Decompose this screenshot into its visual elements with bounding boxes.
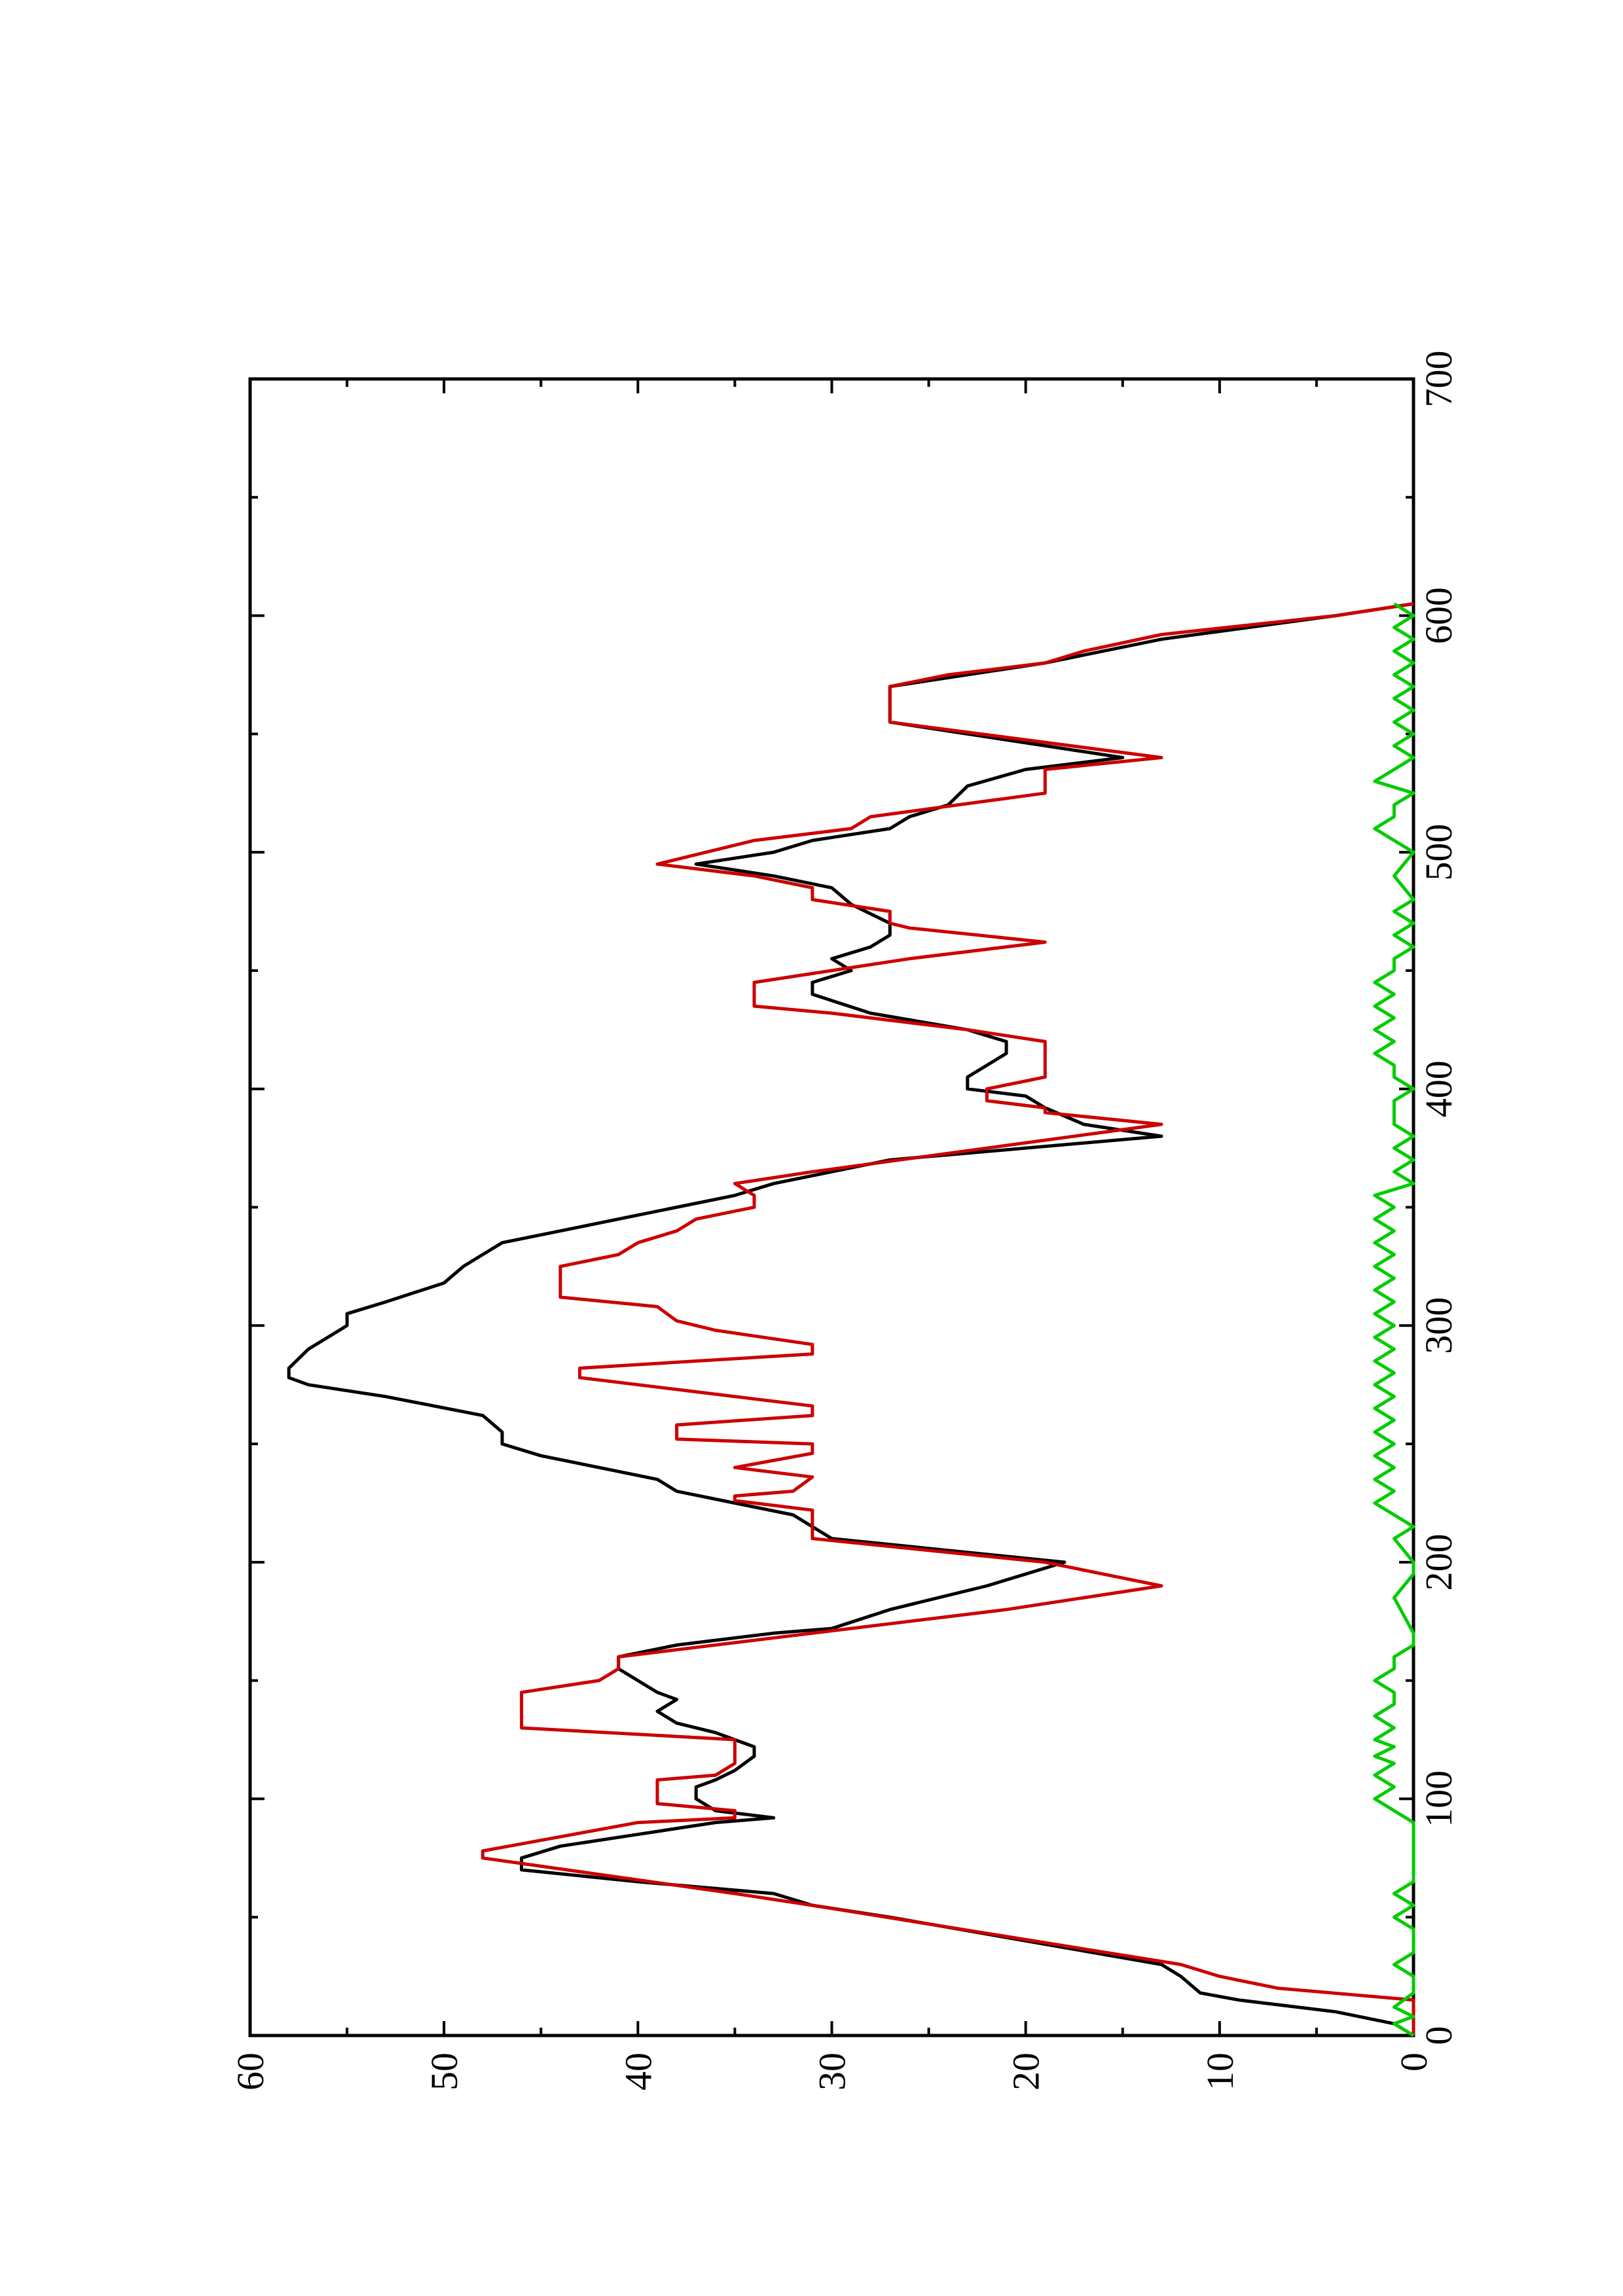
x-tick-label: 500 bbox=[1417, 824, 1460, 881]
series-line-3 bbox=[1373, 602, 1415, 2037]
y-tick-label: 60 bbox=[229, 2053, 272, 2090]
data-series bbox=[287, 602, 1415, 2037]
y-tick-label: 20 bbox=[1005, 2053, 1048, 2090]
y-tick-label: 0 bbox=[1393, 2053, 1435, 2072]
y-tick-label: 50 bbox=[423, 2053, 465, 2090]
x-tick-label: 0 bbox=[1417, 2026, 1460, 2045]
series-line-2 bbox=[481, 602, 1415, 2036]
y-tick-label: 10 bbox=[1199, 2053, 1241, 2090]
series-line-1 bbox=[287, 602, 1415, 2037]
axis-tick-labels: 0 100 200 300 400 500 600 700 0 10 20 30 40 50 60 bbox=[229, 351, 1460, 2091]
x-tick-label: 400 bbox=[1417, 1060, 1460, 1117]
axis-ticks bbox=[249, 378, 1415, 2037]
y-tick-label: 30 bbox=[811, 2053, 854, 2090]
x-tick-label: 200 bbox=[1417, 1534, 1460, 1590]
x-tick-label: 300 bbox=[1417, 1297, 1460, 1354]
x-tick-label: 100 bbox=[1417, 1770, 1460, 1827]
x-tick-label: 600 bbox=[1417, 587, 1460, 644]
x-tick-label: 700 bbox=[1417, 351, 1460, 408]
y-tick-label: 40 bbox=[617, 2053, 659, 2090]
